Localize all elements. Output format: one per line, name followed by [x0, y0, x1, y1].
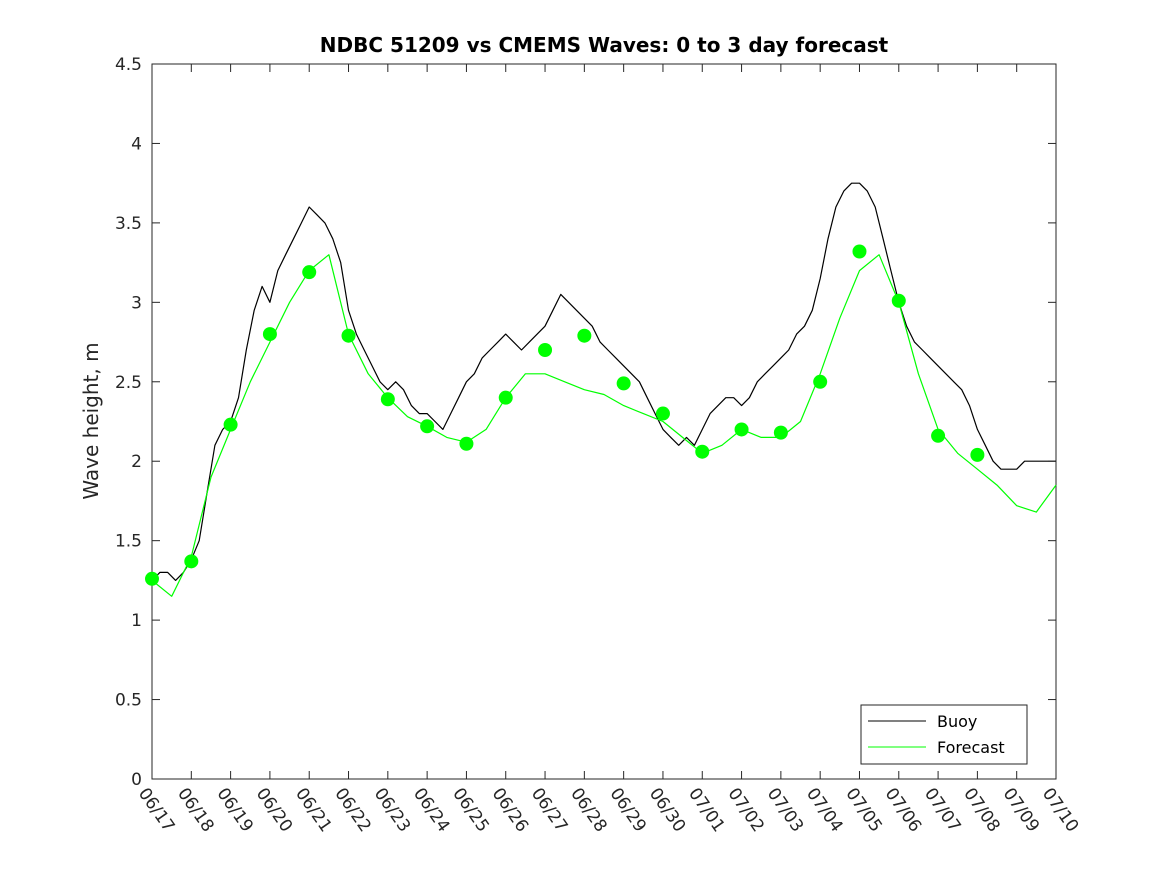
- forecast-marker: [813, 374, 828, 389]
- y-tick-label: 3: [131, 293, 142, 313]
- y-axis-label: Wave height, m: [79, 342, 103, 499]
- legend: Buoy Forecast: [860, 704, 1028, 765]
- forecast-marker: [145, 571, 159, 586]
- y-tick-label: 0: [131, 770, 142, 790]
- series-line-buoy: [151, 182, 1056, 582]
- forecast-marker: [184, 554, 199, 569]
- forecast-marker: [420, 419, 435, 434]
- forecast-marker: [734, 422, 749, 437]
- forecast-marker: [655, 406, 670, 421]
- forecast-marker: [459, 436, 474, 451]
- y-tick-label: 2: [131, 452, 142, 472]
- legend-buoy-label: Buoy: [937, 712, 977, 731]
- y-tick-label: 0.5: [115, 691, 142, 711]
- forecast-marker: [538, 343, 553, 357]
- forecast-marker: [380, 392, 395, 407]
- forecast-marker: [970, 447, 985, 462]
- forecast-marker-layer: [145, 244, 985, 586]
- chart-title: NDBC 51209 vs CMEMS Waves: 0 to 3 day fo…: [320, 33, 889, 57]
- plot-area: [151, 63, 1057, 780]
- forecast-marker: [773, 425, 788, 440]
- forecast-marker: [302, 265, 317, 280]
- forecast-marker: [498, 390, 513, 405]
- y-tick-label: 1.5: [115, 532, 142, 552]
- forecast-marker: [695, 444, 710, 459]
- forecast-marker: [931, 428, 946, 443]
- y-tick-label: 2.5: [115, 373, 142, 393]
- forecast-marker: [616, 376, 631, 391]
- y-tick-label: 4.5: [115, 55, 142, 75]
- y-tick-label: 4: [131, 134, 142, 154]
- forecast-marker: [577, 328, 592, 343]
- series-line-forecast: [151, 254, 1057, 597]
- forecast-marker: [341, 328, 356, 343]
- series-layer: [151, 182, 1057, 597]
- legend-forecast-label: Forecast: [937, 738, 1005, 757]
- forecast-marker: [852, 244, 867, 259]
- legend-box: [860, 704, 1028, 765]
- forecast-marker: [262, 327, 277, 342]
- forecast-marker: [223, 417, 238, 432]
- forecast-marker: [891, 293, 906, 308]
- y-tick-label: 1: [131, 611, 142, 631]
- y-axis-ticks: 0 0.5 1 1.5 2 2.5 3 3.5 4 4.5: [115, 55, 1056, 790]
- y-tick-label: 3.5: [115, 214, 142, 234]
